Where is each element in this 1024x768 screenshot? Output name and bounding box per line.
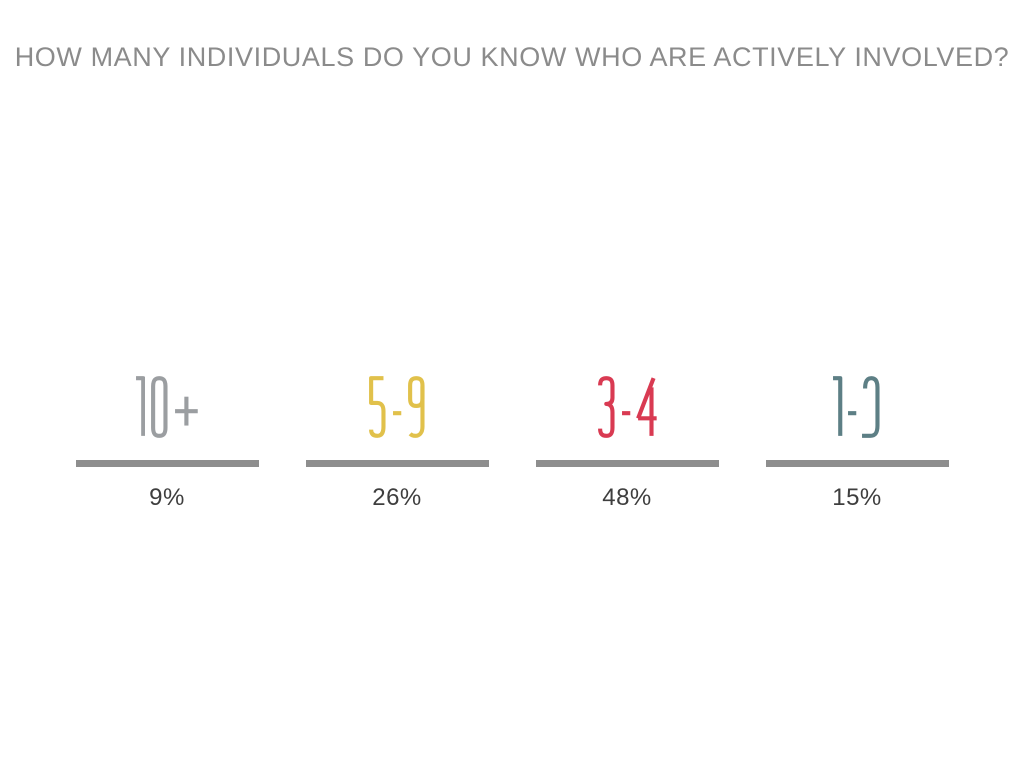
stats-row: 9% 26% 48% 15% bbox=[0, 374, 1024, 512]
stat-group-3-4: 48% bbox=[535, 374, 719, 512]
category-label-3-4 bbox=[596, 374, 658, 440]
percent-label: 48% bbox=[602, 484, 652, 511]
numeral-glyph bbox=[862, 376, 880, 438]
chart-title: HOW MANY INDIVIDUALS DO YOU KNOW WHO ARE… bbox=[14, 42, 1010, 72]
numeral-glyph bbox=[621, 411, 631, 416]
numeral-glyph bbox=[175, 396, 198, 426]
stat-group-1-2: 15% bbox=[765, 374, 949, 512]
stat-group-10-plus: 9% bbox=[75, 374, 259, 512]
percent-label: 15% bbox=[832, 484, 882, 511]
numeral-glyph bbox=[636, 377, 657, 436]
numeral-glyph bbox=[369, 376, 386, 438]
numeral-glyph bbox=[136, 376, 146, 436]
numeral-glyph bbox=[847, 411, 856, 416]
numeral-glyph bbox=[151, 376, 168, 438]
numeral-glyph bbox=[408, 376, 425, 438]
underline-rule bbox=[305, 460, 489, 467]
numeral-glyph bbox=[833, 376, 843, 436]
percent-label: 26% bbox=[372, 484, 422, 511]
percent-label: 9% bbox=[149, 484, 185, 511]
underline-rule bbox=[765, 460, 949, 467]
category-label-5-9 bbox=[367, 374, 426, 440]
stat-group-5-9: 26% bbox=[305, 374, 489, 512]
underline-rule bbox=[75, 460, 259, 467]
numeral-glyph bbox=[598, 376, 615, 438]
underline-rule bbox=[535, 460, 719, 467]
category-label-10-plus bbox=[135, 374, 199, 440]
category-label-1-2 bbox=[832, 374, 881, 440]
numeral-glyph bbox=[392, 411, 402, 416]
